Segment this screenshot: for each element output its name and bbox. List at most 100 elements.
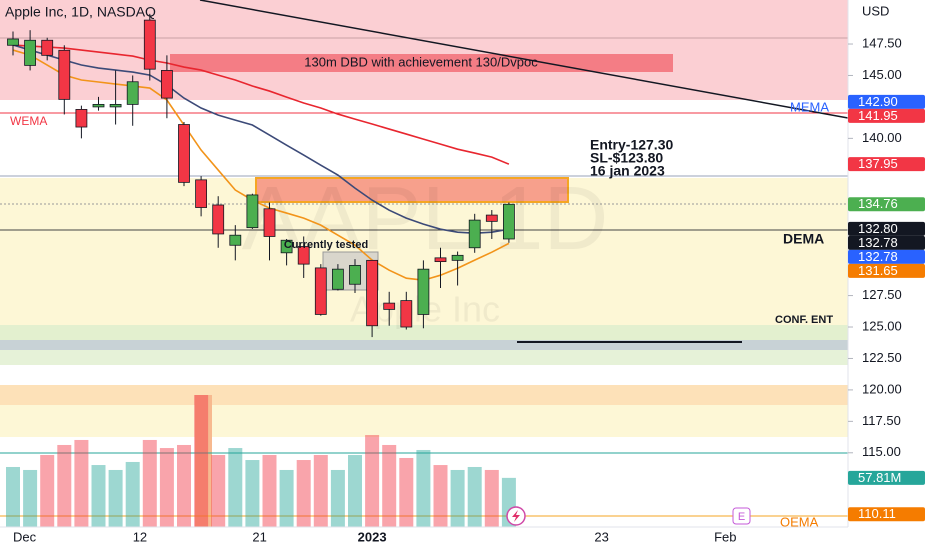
candle-body bbox=[58, 49, 71, 100]
volume-bar bbox=[467, 466, 482, 527]
x-tick-label: 12 bbox=[133, 529, 147, 544]
y-tick-label: 117.50 bbox=[862, 413, 901, 428]
candle-body bbox=[143, 19, 156, 70]
price-badge-label: 132.78 bbox=[858, 249, 898, 264]
candle-body bbox=[160, 70, 173, 99]
supply-box bbox=[255, 177, 569, 203]
ma-line bbox=[12, 44, 510, 234]
candle-body bbox=[75, 109, 88, 128]
candle-body bbox=[263, 208, 276, 237]
price-badge-label: 132.78 bbox=[858, 235, 898, 250]
mema-label: MEMA bbox=[790, 99, 829, 114]
candle-body bbox=[212, 204, 225, 235]
y-tick-label: 145.00 bbox=[862, 67, 902, 82]
earnings-label[interactable]: E bbox=[738, 511, 745, 523]
candle-body bbox=[41, 39, 54, 56]
price-badge bbox=[848, 157, 925, 172]
candle-body bbox=[92, 103, 105, 108]
price-badge bbox=[848, 94, 925, 109]
candle-body bbox=[229, 234, 242, 246]
candle-body bbox=[502, 203, 515, 240]
price-badge-label: 132.80 bbox=[858, 221, 898, 236]
y-tick-label: 140.00 bbox=[862, 130, 902, 145]
volume-bar bbox=[433, 465, 448, 527]
volume-bar bbox=[313, 455, 328, 527]
price-badge bbox=[848, 221, 925, 236]
volume-bar bbox=[159, 448, 174, 527]
ma-line bbox=[12, 44, 510, 165]
volume-badge-label: 57.81M bbox=[858, 470, 901, 485]
volume-bar bbox=[57, 444, 72, 527]
price-badge bbox=[848, 197, 925, 212]
price-badge bbox=[848, 507, 925, 522]
dema-label: DEMA bbox=[783, 231, 824, 247]
x-tick-label: Feb bbox=[714, 529, 736, 544]
price-badge-label: 142.90 bbox=[858, 94, 898, 109]
price-badge bbox=[848, 263, 925, 278]
candle-body bbox=[331, 268, 344, 290]
tested-label: Currently tested bbox=[284, 239, 368, 251]
volume-bar bbox=[450, 469, 465, 527]
x-tick-label: Dec bbox=[13, 529, 37, 544]
candle-body bbox=[417, 268, 430, 315]
gray-zone bbox=[0, 340, 848, 350]
plot bbox=[6, 13, 516, 527]
volume-badge bbox=[848, 470, 925, 485]
volume-bar bbox=[91, 465, 106, 527]
candle-body bbox=[451, 254, 464, 261]
volume-bar bbox=[228, 448, 243, 527]
candle-body bbox=[109, 103, 122, 108]
volume-bar bbox=[296, 460, 311, 527]
volume-bar bbox=[245, 460, 260, 527]
zone-label: 130m DBD with achievement 130/Dvpoc bbox=[304, 54, 538, 69]
volume-bar bbox=[23, 469, 38, 527]
volume-bar bbox=[399, 457, 414, 527]
volume-bar bbox=[142, 439, 157, 527]
price-badge bbox=[848, 249, 925, 264]
y-tick-label: 122.50 bbox=[862, 350, 902, 365]
volume-bar bbox=[125, 461, 140, 527]
volume-bar bbox=[194, 395, 209, 527]
candle-body bbox=[400, 300, 413, 328]
candle-body bbox=[195, 179, 208, 208]
candle-body bbox=[383, 302, 396, 310]
volume-bar bbox=[365, 435, 380, 527]
candle-body bbox=[24, 39, 37, 66]
y-tick-label: 147.50 bbox=[862, 35, 902, 50]
candle-body bbox=[246, 194, 259, 229]
price-badge-label: 131.65 bbox=[858, 263, 898, 278]
time-axis bbox=[0, 527, 932, 550]
candle-body bbox=[434, 257, 447, 263]
volume-bar bbox=[211, 455, 226, 527]
y-tick-label: 120.00 bbox=[862, 381, 902, 396]
date-label: 16 jan 2023 bbox=[590, 163, 665, 179]
price-badge-label: 110.11 bbox=[858, 506, 896, 521]
earnings-icon[interactable] bbox=[732, 507, 751, 525]
y-tick-label: 127.50 bbox=[862, 287, 902, 302]
volume-bar bbox=[416, 449, 431, 527]
candle-body bbox=[297, 246, 310, 265]
volume-bar bbox=[40, 455, 55, 527]
green-zone bbox=[0, 325, 848, 340]
volume-bar bbox=[74, 439, 89, 527]
candle-body bbox=[468, 219, 481, 249]
volume-bar bbox=[382, 444, 397, 527]
candle-body bbox=[280, 239, 293, 254]
price-badge-label: 134.76 bbox=[858, 196, 898, 211]
axes: 147.50 145.00 140.00 127.50 125.00 122.50 120.… bbox=[13, 35, 925, 544]
chart-title: Apple Inc, 1D, NASDAQ bbox=[5, 4, 156, 20]
wema-label: WEMA bbox=[10, 114, 47, 128]
volume-bar bbox=[279, 469, 294, 527]
y-tick-label: 125.00 bbox=[862, 318, 902, 333]
volume-bar bbox=[330, 469, 345, 527]
resistance-zone bbox=[0, 0, 848, 100]
candle-body bbox=[485, 214, 498, 222]
y-tick-label: 115.00 bbox=[862, 444, 901, 459]
volume-bar bbox=[6, 466, 20, 527]
orange-zone bbox=[0, 385, 848, 405]
yellow-zone bbox=[0, 405, 848, 437]
qema-label: QEMA bbox=[780, 514, 819, 529]
volume-bar bbox=[262, 455, 277, 527]
conf-label: CONF. ENT bbox=[775, 314, 833, 326]
